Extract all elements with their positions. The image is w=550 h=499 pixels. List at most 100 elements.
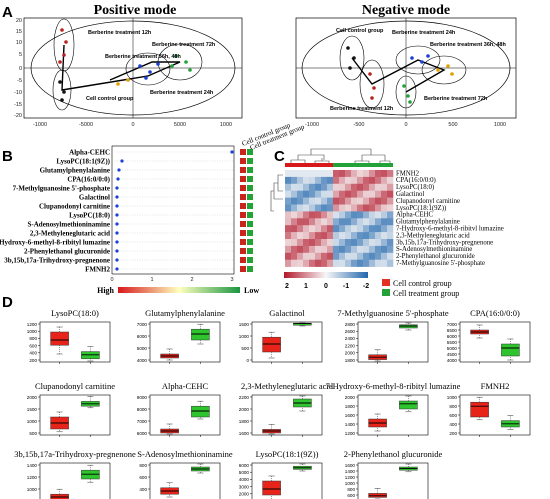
heatmap-cell	[387, 204, 394, 212]
heatmap-cell	[321, 225, 328, 233]
heatmap-cell	[369, 211, 376, 219]
boxplot-ytick-label: 6000	[447, 334, 458, 339]
heatmap-cell	[345, 252, 352, 260]
heatmap-row-label: Clupanodonyl carnitine	[396, 198, 460, 205]
heatmap-cell	[321, 197, 328, 205]
heatmap-cell	[363, 211, 370, 219]
pca-pos-trajectory	[61, 44, 181, 91]
panel-label-a: A	[2, 4, 13, 21]
boxplot-ytick-label: 2000	[239, 492, 250, 497]
heatmap-row-label: 2-Phenylethanol glucuronide	[396, 253, 475, 260]
heatmap-cell	[297, 259, 304, 267]
heatmap-cell	[369, 245, 376, 254]
heatmap-cell	[309, 218, 316, 226]
pca-pos-xtick: -5000	[79, 122, 93, 128]
heatmap-cell	[297, 190, 304, 198]
boxplot-title: 7-Hydroxy-6-methyl-8-ribityl lumazine	[326, 381, 461, 391]
boxplot-title: S-Adenosylmethioninamine	[137, 449, 233, 459]
heatmap-cell	[321, 170, 328, 178]
boxplot-ytick-label: 2800	[345, 322, 356, 327]
heatmap-cell	[285, 170, 292, 178]
heatmap-cell	[381, 170, 388, 178]
heatmap-cell	[303, 232, 310, 240]
boxplot-ytick-label: 7000	[137, 322, 148, 327]
heatmap-cell	[285, 197, 292, 205]
heatmap-cell	[327, 218, 334, 226]
heatmap-cell	[345, 218, 352, 226]
heatmap-cell	[387, 211, 394, 219]
vip-cell-control	[240, 266, 246, 272]
heatmap-cell	[345, 170, 352, 178]
vip-cell-control	[240, 194, 246, 200]
vip-cell-control	[240, 176, 246, 182]
boxplot-frame	[251, 462, 323, 499]
heatmap-cell	[297, 204, 304, 212]
heatmap-cell	[315, 245, 322, 254]
vip-cell-control	[240, 248, 246, 254]
vip-legend-low: Low	[244, 286, 259, 295]
heatmap-cell	[303, 204, 310, 212]
heatmap-row-label: 2,3-Methyleneglutaric acid	[396, 232, 470, 239]
boxplot-ytick-label: 600	[347, 493, 355, 498]
heatmap-cell	[369, 170, 376, 178]
boxplot-ytick-label: 6000	[239, 463, 250, 468]
vip-cell-treatment	[247, 239, 253, 245]
heatmap-cell	[327, 225, 334, 233]
vip-cell-treatment	[247, 212, 253, 218]
heatmap-cell	[327, 252, 334, 260]
heatmap-cell	[363, 170, 370, 178]
boxplot-panel: CPA(16:0/0:0) 700065006000550050004500400…	[447, 308, 531, 364]
pca-neg-points	[346, 46, 454, 104]
pca-pos-ytick: -5	[17, 78, 22, 84]
heatmap-cell	[321, 204, 328, 212]
heatmap-cell	[303, 218, 310, 226]
boxplot-ytick-label: 1600	[239, 431, 250, 436]
boxplot-ytick-label: 1000	[447, 395, 458, 400]
heatmap-cell	[327, 190, 334, 198]
heatmap-cell	[339, 239, 346, 247]
boxplot-ytick-label: 800	[347, 487, 355, 492]
boxplot-ytick-label: 1800	[345, 404, 356, 409]
heatmap-cell	[333, 232, 340, 240]
heatmap-cell	[387, 259, 394, 267]
heatmap-cell	[315, 252, 322, 260]
vip-metabolite-label: CPA(16:0/0:0)	[67, 176, 110, 184]
heatmap-cell	[285, 252, 292, 260]
heatmap-cell	[363, 197, 370, 205]
heatmap-cell	[363, 190, 370, 198]
heatmap-cell	[297, 225, 304, 233]
vip-cell-treatment	[247, 221, 253, 227]
vip-cell-treatment	[247, 176, 253, 182]
heatmap-cell	[345, 211, 352, 219]
pca-pos-xtick: 0	[131, 122, 134, 128]
boxplot-ytick-label: 400	[449, 422, 457, 427]
heatmap-cell	[333, 204, 340, 212]
boxplot-ytick-label: 1000	[27, 329, 38, 334]
vip-cell-control	[240, 203, 246, 209]
vip-cell-treatment	[247, 158, 253, 164]
vip-point	[115, 267, 119, 271]
vip-point	[115, 231, 119, 235]
heatmap-cell	[351, 239, 358, 247]
heatmap-cell	[375, 259, 382, 267]
pca-pos-group-label: Berberine treatment 24h	[150, 90, 214, 96]
vip-metabolite-label: Clupanodonyl carnitine	[39, 203, 110, 211]
heatmap-cell	[339, 259, 346, 267]
boxplot-ytick-label: 7000	[137, 419, 148, 424]
heatmap-cell	[321, 211, 328, 219]
heatmap-cell	[369, 259, 376, 267]
heatmap-cell	[297, 245, 304, 254]
heatmap-cell	[375, 252, 382, 260]
heatmap-cell	[357, 245, 364, 254]
heatmap-cell	[351, 170, 358, 178]
boxplot-box	[501, 343, 520, 357]
heatmap-cell	[375, 218, 382, 226]
heatmap-cell	[321, 190, 328, 198]
vip-point	[115, 204, 119, 208]
heatmap-cell	[339, 252, 346, 260]
pca-pos-xtick: 5000	[174, 122, 186, 128]
heatmap-cell	[375, 190, 382, 198]
heatmap-cell	[369, 225, 376, 233]
pca-neg-group-ellipse	[421, 55, 467, 85]
